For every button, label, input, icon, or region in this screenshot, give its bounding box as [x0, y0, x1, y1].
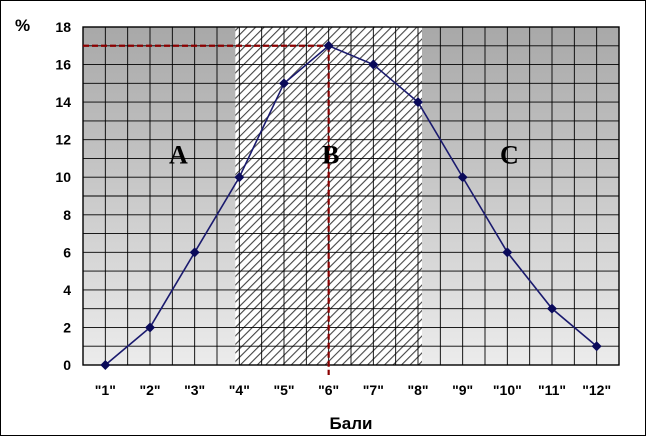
- data-point: [234, 172, 245, 183]
- x-tick-label: "1": [95, 382, 116, 398]
- y-tick-label: 8: [63, 207, 71, 223]
- x-tick-label: "3": [184, 382, 205, 398]
- series-line: [100, 40, 602, 370]
- data-point: [145, 322, 155, 333]
- x-tick-label: "8": [407, 382, 428, 398]
- x-tick-label: "7": [363, 382, 384, 398]
- y-axis-title: %: [15, 16, 30, 35]
- data-point: [323, 40, 334, 51]
- y-tick-label: 2: [63, 319, 71, 335]
- data-point: [279, 78, 289, 89]
- y-tick-label: 6: [63, 244, 71, 260]
- x-tick-label: "9": [452, 382, 473, 398]
- zone-label-c: C: [500, 141, 519, 170]
- grid-lines: [82, 26, 620, 366]
- data-point: [413, 97, 423, 108]
- y-tick-label: 12: [55, 132, 71, 148]
- y-tick-label: 10: [55, 169, 71, 185]
- x-tick-label: "5": [273, 382, 294, 398]
- highlight-guides: [83, 44, 330, 375]
- y-tick-label: 16: [55, 57, 71, 73]
- x-tick-label: "4": [229, 382, 250, 398]
- y-tick-label: 0: [63, 357, 71, 373]
- series-polyline: [104, 44, 598, 366]
- zone-label-b: B: [322, 141, 339, 170]
- data-point: [547, 303, 557, 314]
- data-point: [100, 360, 111, 370]
- x-axis-title: Бали: [330, 414, 373, 433]
- data-point: [502, 247, 513, 258]
- x-tick-label: "6": [318, 382, 339, 398]
- x-tick-label: "12": [582, 382, 611, 398]
- data-point: [189, 247, 200, 258]
- zone-labels: A B C: [169, 141, 519, 170]
- data-point: [591, 341, 602, 352]
- y-tick-label: 14: [55, 94, 71, 110]
- tick-labels: 0 2 4 6 8 10 12 14 16 18 "1" "2" "3" "4" "5" "6" "7" "8" "…: [55, 19, 611, 398]
- x-tick-label: "2": [139, 382, 160, 398]
- y-tick-label: 18: [55, 19, 71, 35]
- x-tick-label: "10": [493, 382, 522, 398]
- x-tick-label: "11": [538, 382, 566, 398]
- y-tick-label: 4: [63, 282, 71, 298]
- plot-border: [82, 26, 620, 366]
- data-point: [457, 172, 468, 183]
- zone-label-a: A: [169, 141, 188, 170]
- data-point: [368, 59, 379, 70]
